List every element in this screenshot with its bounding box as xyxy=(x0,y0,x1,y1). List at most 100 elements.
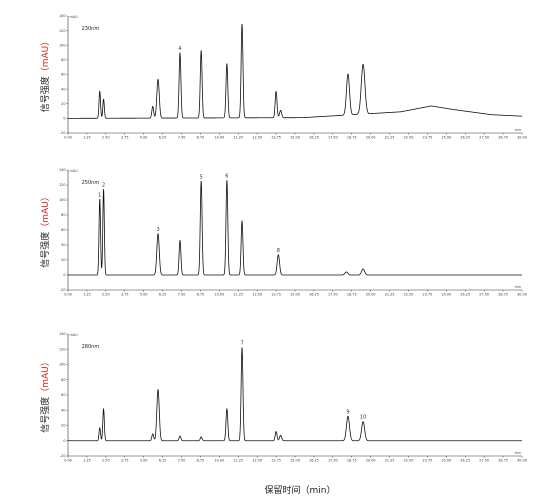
y-tick-label: 80 xyxy=(61,58,65,62)
peak-apex xyxy=(362,64,364,65)
peak-apex xyxy=(99,198,101,200)
y-axis-label-main: 信号强度 xyxy=(39,397,51,433)
peak-label-9: 9 xyxy=(346,409,349,415)
x-tick-label: 27.50 xyxy=(479,293,489,297)
x-tick-label: 30.00 xyxy=(517,136,527,140)
x-tick-label: 20.00 xyxy=(366,293,376,297)
y-unit-label: mAU xyxy=(70,333,79,337)
x-tick-label: 8.75 xyxy=(197,136,205,140)
y-tick-label: 40 xyxy=(61,408,65,412)
y-tick-label: -20 xyxy=(60,288,66,292)
x-tick-label: 26.25 xyxy=(460,293,470,297)
y-tick-label: 20 xyxy=(61,102,65,106)
y-axis-label: 信号强度（mAU） xyxy=(39,37,51,113)
peak-apex xyxy=(200,180,202,182)
x-tick-label: 11.25 xyxy=(233,136,243,140)
peak-apex xyxy=(157,78,159,80)
x-tick-label: 8.75 xyxy=(197,459,205,463)
y-tick-label: 20 xyxy=(61,424,65,428)
x-tick-label: 2.50 xyxy=(102,459,110,463)
x-tick-label: 17.50 xyxy=(328,459,338,463)
x-tick-label: 1.25 xyxy=(83,459,91,463)
x-tick-label: 2.50 xyxy=(102,136,110,140)
peak-label-5: 5 xyxy=(200,174,203,180)
y-tick-label: 140 xyxy=(59,14,65,18)
x-tick-label: 21.25 xyxy=(385,459,395,463)
x-axis-label: 保留时间（min） xyxy=(265,484,336,496)
y-tick-label: 60 xyxy=(61,73,65,77)
x-tick-label: 6.25 xyxy=(159,136,167,140)
panel-280nm: mAU min -20 0 20 40 60 80 100 120 140 0.00 1.25 2.50 3… xyxy=(39,332,527,462)
peak-apex xyxy=(103,189,104,190)
x-tick-label: 16.25 xyxy=(309,136,319,140)
wavelength-label: 250nm xyxy=(82,180,100,186)
y-tick-label: 80 xyxy=(61,378,65,382)
peak-apex xyxy=(152,433,154,435)
peak-apex xyxy=(362,421,364,423)
x-tick-label: 15.00 xyxy=(290,136,300,140)
x-tick-label: 28.75 xyxy=(498,459,508,463)
panel-250nm: mAU min -20 0 20 40 60 80 100 120 140 0.00 1.25 2.50 3… xyxy=(39,168,527,296)
y-tick-label: 40 xyxy=(61,243,65,247)
peak-apex xyxy=(99,90,101,92)
peak-apex xyxy=(179,52,181,54)
x-tick-label: 21.25 xyxy=(385,293,395,297)
chromatogram-trace xyxy=(67,347,523,442)
y-axis-label: 信号强度（mAU） xyxy=(39,357,51,433)
x-unit-label: min xyxy=(515,128,521,132)
x-tick-label: 7.50 xyxy=(178,293,186,297)
x-tick-label: 30.00 xyxy=(517,293,527,297)
x-tick-label: 11.25 xyxy=(233,293,243,297)
x-tick-label: 6.25 xyxy=(159,293,167,297)
x-tick-label: 27.50 xyxy=(479,136,489,140)
x-tick-label: 22.50 xyxy=(404,459,414,463)
peak-apex xyxy=(103,98,104,100)
x-tick-label: 8.75 xyxy=(197,293,205,297)
x-tick-label: 23.75 xyxy=(423,136,433,140)
x-tick-label: 10.00 xyxy=(214,459,224,463)
y-axis-label-unit: （mAU） xyxy=(40,357,51,397)
y-axis-label-main: 信号强度 xyxy=(39,232,51,268)
peak-apex xyxy=(346,271,347,273)
peak-apex xyxy=(200,436,202,438)
peak-apex xyxy=(226,180,228,181)
y-unit-label: mAU xyxy=(70,169,79,173)
x-tick-label: 5.00 xyxy=(140,293,148,297)
y-tick-label: 20 xyxy=(61,258,65,262)
y-tick-label: -20 xyxy=(60,131,66,135)
y-tick-label: 0 xyxy=(63,439,65,443)
peak-apex xyxy=(275,431,277,432)
x-tick-label: 5.00 xyxy=(140,136,148,140)
x-tick-label: 13.75 xyxy=(271,136,281,140)
peak-label-6: 6 xyxy=(225,174,228,180)
x-tick-label: 1.25 xyxy=(83,136,91,140)
y-axis-label-unit: （mAU） xyxy=(40,37,51,77)
x-tick-label: 17.50 xyxy=(328,136,338,140)
x-tick-label: 10.00 xyxy=(214,293,224,297)
x-tick-label: 26.25 xyxy=(460,459,470,463)
x-tick-label: 30.00 xyxy=(517,459,527,463)
x-tick-label: 25.00 xyxy=(441,459,451,463)
y-axis-label-unit: （mAU） xyxy=(40,192,51,232)
y-unit-label: mAU xyxy=(70,15,79,19)
peak-apex xyxy=(278,254,279,256)
peak-apex xyxy=(275,91,277,92)
x-tick-label: 26.25 xyxy=(460,136,470,140)
peak-label-3: 3 xyxy=(156,227,159,233)
peak-apex xyxy=(226,63,228,65)
x-tick-label: 18.75 xyxy=(347,293,357,297)
x-tick-label: 0.00 xyxy=(64,136,72,140)
x-tick-label: 10.00 xyxy=(214,136,224,140)
x-tick-label: 13.75 xyxy=(271,459,281,463)
x-tick-label: 1.25 xyxy=(83,293,91,297)
x-tick-label: 11.25 xyxy=(233,459,243,463)
peak-apex xyxy=(241,347,243,349)
x-tick-label: 6.25 xyxy=(159,459,167,463)
peak-label-7: 7 xyxy=(240,341,243,347)
x-tick-label: 7.50 xyxy=(178,136,186,140)
peak-apex xyxy=(99,427,101,429)
y-tick-label: 120 xyxy=(59,183,65,187)
y-tick-label: 0 xyxy=(63,273,65,277)
